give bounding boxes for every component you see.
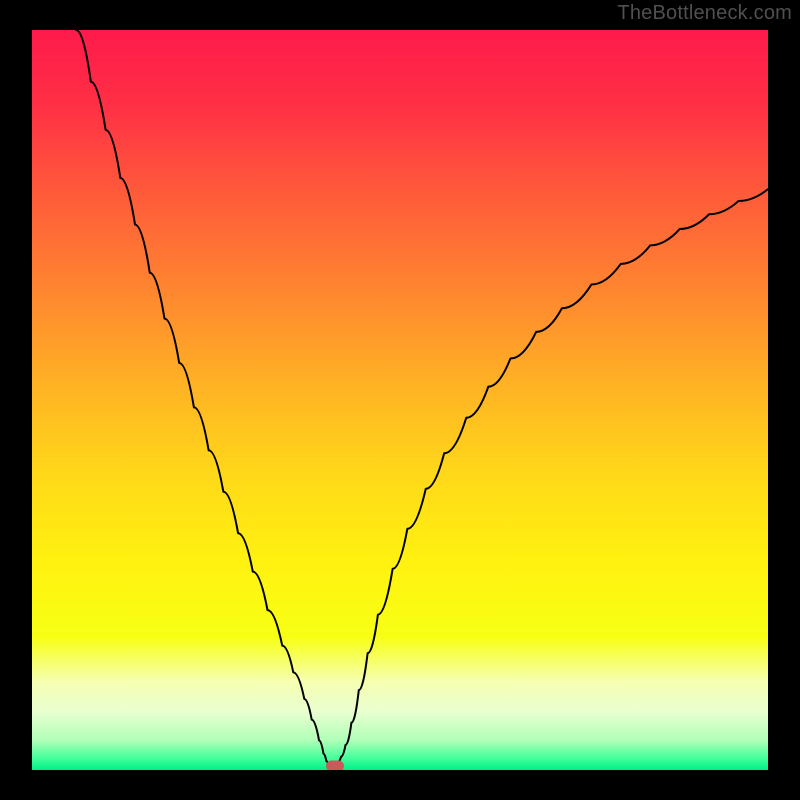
curve-path — [76, 30, 768, 767]
minimum-marker — [326, 760, 344, 770]
bottleneck-curve — [32, 30, 768, 770]
watermark-text: TheBottleneck.com — [617, 2, 792, 25]
plot-area — [32, 30, 768, 770]
plot-outer-frame — [0, 0, 800, 800]
